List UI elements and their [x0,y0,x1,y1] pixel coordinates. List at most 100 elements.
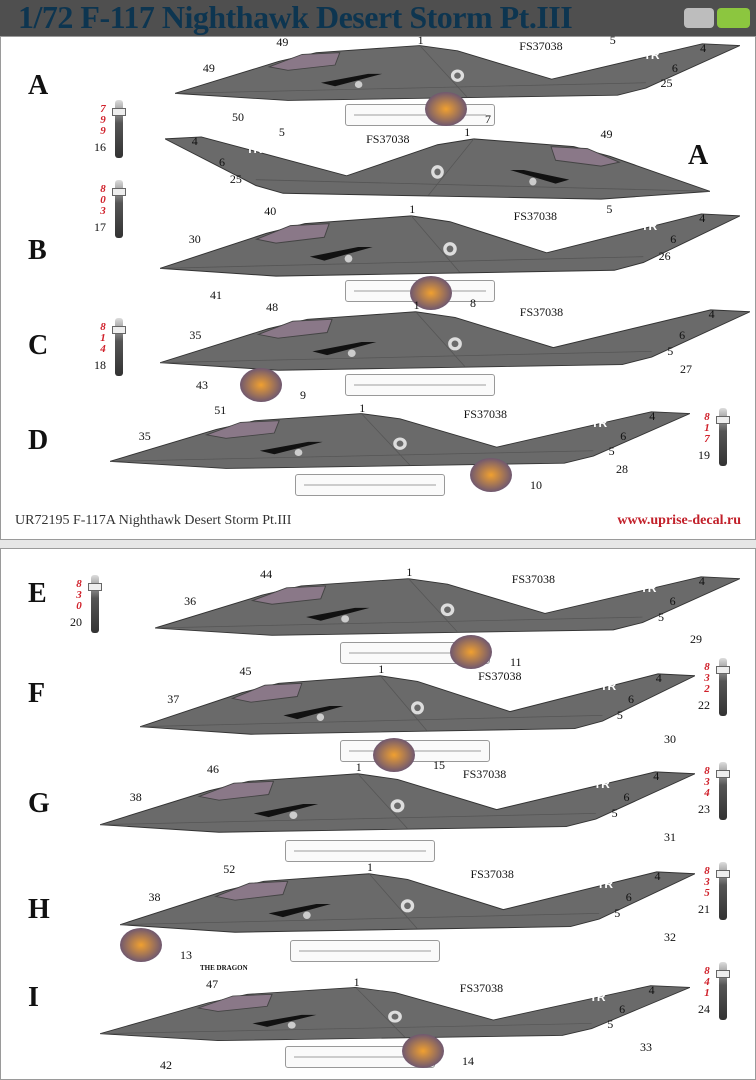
callout-number: 43 [196,378,208,392]
ordnance-fin [716,416,730,424]
canopy [267,52,341,71]
tail-code: TR [641,218,658,233]
weapons-bay [283,705,344,720]
callout-number: 28 [616,462,628,476]
callout-number: 6 [679,327,686,342]
callout-number: 25 [229,172,242,187]
callout-number: FS37038 [513,208,557,223]
row-letter-c: C [28,330,49,361]
tail-code: TR [589,990,606,1004]
unit-badge [294,448,303,457]
bomb-bay-door-stencil [295,474,445,496]
callout-number: 46 [207,762,220,777]
aircraft-profile [160,213,740,277]
canopy [230,682,303,703]
callout-number: 4 [699,210,706,225]
ordnance-body [115,180,123,238]
callout-number: 13 [180,948,192,962]
ordnance-body [719,962,727,1020]
tail-code: TR [593,776,610,791]
nose-art-decal [402,1034,444,1068]
callout-number: FS37038 [519,38,563,53]
callout-number: 49 [202,60,215,75]
callout-number: 1 [409,201,416,216]
callout-number: 9 [300,388,306,402]
bomb-bay-door-stencil [345,104,495,126]
bomb-bay-door-stencil [345,374,495,396]
bomb-bay-door-stencil [340,740,490,762]
website-link[interactable]: www.uprise-decal.ru [617,513,741,528]
callout-number: 35 [189,327,202,342]
nose-art-decal [120,928,162,962]
callout-number: 6 [619,1002,626,1016]
callout-number: 24 [698,1002,710,1016]
row-letter-a: A [28,70,49,101]
callout-number: 1 [355,760,362,775]
unit-badge [344,254,353,263]
callout-number: 33 [640,1040,652,1054]
callout-number: 14 [462,1054,474,1068]
callout-number: 4 [700,40,707,55]
callout-number: 4 [708,306,715,321]
callout-number: 50 [232,110,244,124]
tail-code: TR [246,141,263,156]
ordnance-body [115,100,123,158]
tail-code: TR [597,876,613,891]
canopy [204,420,280,439]
callout-number: 4 [698,573,705,588]
callout-number: 4 [654,868,661,883]
product-code-footer: UR72195 F-117A Nighthawk Desert Storm Pt… [15,513,292,528]
tail-code: TR [600,678,617,693]
callout-number: 52 [223,862,236,877]
callout-number: 5 [667,344,674,359]
callout-number: 17 [94,220,106,234]
callout-number: FS37038 [470,866,514,881]
callout-number: 37 [167,691,180,706]
unit-badge [289,811,298,820]
callout-number: FS37038 [463,406,507,421]
canopy [550,146,621,167]
weapons-bay [510,169,570,184]
callout-number: 22 [698,698,710,712]
unit-badge [347,349,356,358]
weapons-bay [268,903,331,918]
ordnance-body [719,762,727,820]
callout-number: 7 [485,112,491,126]
unit-badge [354,80,363,89]
callout-number: 8 [470,296,476,310]
callout-number: 6 [623,789,630,804]
callout-number: 4 [649,408,656,423]
row-letter-h: H [28,894,50,925]
callout-number: 1 [367,860,373,875]
ordnance-body [719,658,727,716]
callout-number: FS37038 [519,304,564,319]
callout-number: 21 [698,902,710,916]
weapons-bay [252,1014,317,1027]
callout-number: 19 [698,448,710,462]
unit-badge [303,911,311,920]
bomb-bay-door-stencil [290,940,440,962]
nose-art-caption: THE DRAGON [200,964,248,972]
ordnance-fin [716,970,730,978]
callout-number: 31 [664,830,676,844]
callout-number: 6 [627,691,634,706]
callout-number: FS37038 [462,766,507,781]
callout-number: 5 [606,202,613,217]
callout-number: 5 [611,806,618,821]
callout-number: 11 [510,655,522,669]
callout-number: 4 [648,982,655,997]
callout-number: 5 [614,906,621,921]
ordnance-fin [112,326,126,334]
ordnance-fin [716,770,730,778]
callout-number: 6 [218,155,225,170]
canopy [196,993,273,1012]
callout-number: 6 [625,889,632,904]
row-letter-i: I [28,982,39,1013]
scalemates-watermark-logo [684,8,750,28]
callout-number: 40 [264,203,277,218]
callout-number: 10 [530,478,542,492]
callout-number: 1 [464,124,471,139]
canopy [214,880,289,901]
